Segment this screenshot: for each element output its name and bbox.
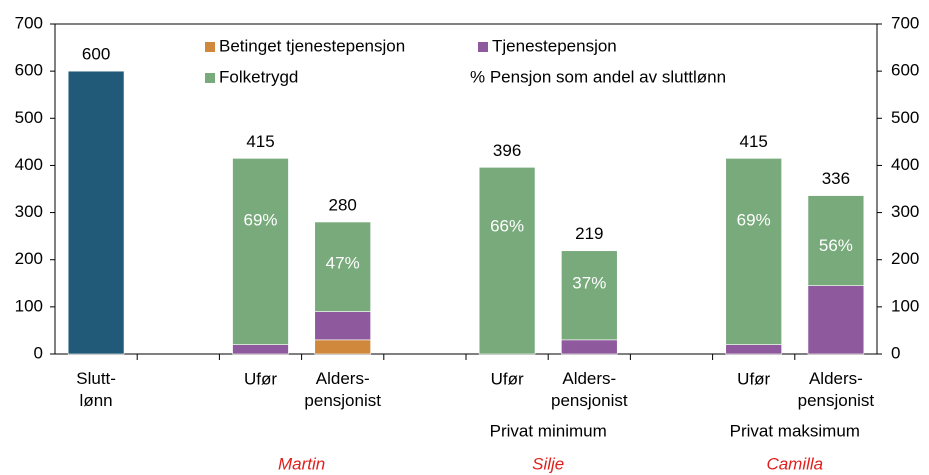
y2-tick-label: 300	[891, 202, 919, 221]
bar-segment	[725, 158, 782, 345]
group-label: Privat maksimum	[730, 421, 860, 440]
y-tick-label: 0	[34, 343, 43, 362]
group-name: Silje	[532, 454, 564, 473]
bar-segment	[561, 339, 618, 355]
x-tick-label: Slutt-lønn	[76, 369, 116, 410]
y2-tick-label: 600	[891, 61, 919, 80]
legend-label: Folketrygd	[219, 67, 298, 86]
x-tick-label: Ufør	[491, 369, 524, 388]
y2-tick-label: 200	[891, 249, 919, 268]
y2-tick-label: 400	[891, 155, 919, 174]
legend-swatch	[205, 42, 215, 52]
y-tick-label: 200	[15, 249, 43, 268]
x-tick-label: Ufør	[737, 369, 770, 388]
share-label: 56%	[819, 236, 853, 255]
bar-segment	[314, 311, 371, 341]
bar-segment	[561, 250, 618, 341]
x-tick-label: Ufør	[244, 369, 277, 388]
bar-segment	[314, 339, 371, 355]
bar-segment	[232, 158, 289, 345]
bar-segment	[478, 167, 536, 355]
y-tick-label: 600	[15, 61, 43, 80]
bar-segment	[314, 221, 371, 312]
y2-tick-label: 0	[891, 343, 900, 362]
y-tick-label: 400	[15, 155, 43, 174]
y2-tick-label: 700	[891, 13, 919, 32]
bar-segment	[232, 344, 289, 355]
share-label: 47%	[326, 254, 360, 273]
legend-label: Betinget tjenestepensjon	[219, 36, 405, 55]
group-name: Camilla	[766, 454, 823, 473]
x-tick-label: Alders-pensjonist	[551, 369, 628, 410]
total-label: 415	[246, 132, 274, 151]
bar-segment	[725, 344, 782, 355]
share-label: 37%	[572, 273, 606, 292]
bar-segment	[807, 195, 865, 286]
share-label: 69%	[243, 210, 277, 229]
group-name: Martin	[278, 454, 325, 473]
group-label: Privat minimum	[490, 421, 607, 440]
total-label: 415	[740, 132, 768, 151]
total-label: 280	[329, 195, 357, 214]
total-label: 396	[493, 141, 521, 160]
total-label: 219	[575, 224, 603, 243]
bar-segment	[807, 285, 865, 355]
x-tick-label: Alders-pensjonist	[304, 369, 381, 410]
y-tick-label: 700	[15, 13, 43, 32]
total-label: 600	[82, 45, 110, 64]
y2-tick-label: 500	[891, 108, 919, 127]
legend-note: % Pensjon som andel av sluttlønn	[470, 67, 726, 86]
share-label: 69%	[737, 210, 771, 229]
bar-segment	[67, 70, 125, 355]
x-tick-label: Alders-pensjonist	[798, 369, 875, 410]
y-tick-label: 100	[15, 296, 43, 315]
y-tick-label: 300	[15, 202, 43, 221]
share-label: 66%	[490, 217, 524, 236]
legend-swatch	[478, 42, 488, 52]
legend-label: Tjenestepensjon	[492, 36, 617, 55]
legend-swatch	[205, 73, 215, 83]
y2-tick-label: 100	[891, 296, 919, 315]
total-label: 336	[822, 169, 850, 188]
y-tick-label: 500	[15, 108, 43, 127]
